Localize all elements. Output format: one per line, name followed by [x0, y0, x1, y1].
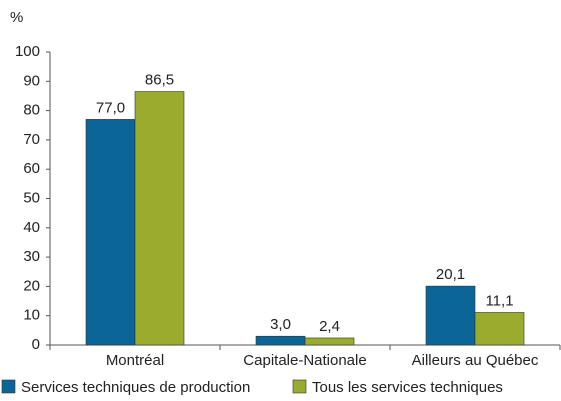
bar [474, 312, 525, 346]
y-tick-label: 40 [23, 219, 40, 236]
value-label: 11,1 [485, 292, 513, 309]
value-label: 77,0 [96, 99, 125, 116]
y-axis-label: % [10, 9, 23, 26]
bar [134, 91, 185, 346]
value-label: 86,5 [145, 72, 174, 89]
y-tick-label: 70 [23, 131, 40, 148]
bar [425, 285, 476, 346]
y-tick-label: 50 [23, 189, 40, 206]
y-tick-label: 60 [23, 160, 40, 177]
legend-swatch [1, 379, 16, 394]
legend-swatch [292, 379, 307, 394]
y-tick-label: 10 [23, 307, 40, 324]
x-tick-label: Ailleurs au Québec [412, 352, 539, 369]
value-label: 20,1 [436, 266, 465, 283]
y-tick-label: 0 [32, 336, 40, 353]
value-label: 3,0 [270, 316, 291, 333]
y-tick-label: 30 [23, 248, 40, 265]
bar [255, 335, 306, 346]
y-tick-label: 20 [23, 277, 40, 294]
x-tick-label: Montréal [106, 352, 164, 369]
y-tick-label: 80 [23, 102, 40, 119]
value-label: 2,4 [319, 318, 340, 335]
y-tick-label: 90 [23, 72, 40, 89]
bar [304, 337, 355, 346]
x-tick-label: Capitale-Nationale [243, 352, 366, 369]
y-tick-label: 100 [15, 43, 40, 60]
bar [85, 119, 136, 346]
legend-label: Tous les services techniques [312, 379, 503, 396]
legend-label: Services techniques de production [21, 379, 250, 396]
